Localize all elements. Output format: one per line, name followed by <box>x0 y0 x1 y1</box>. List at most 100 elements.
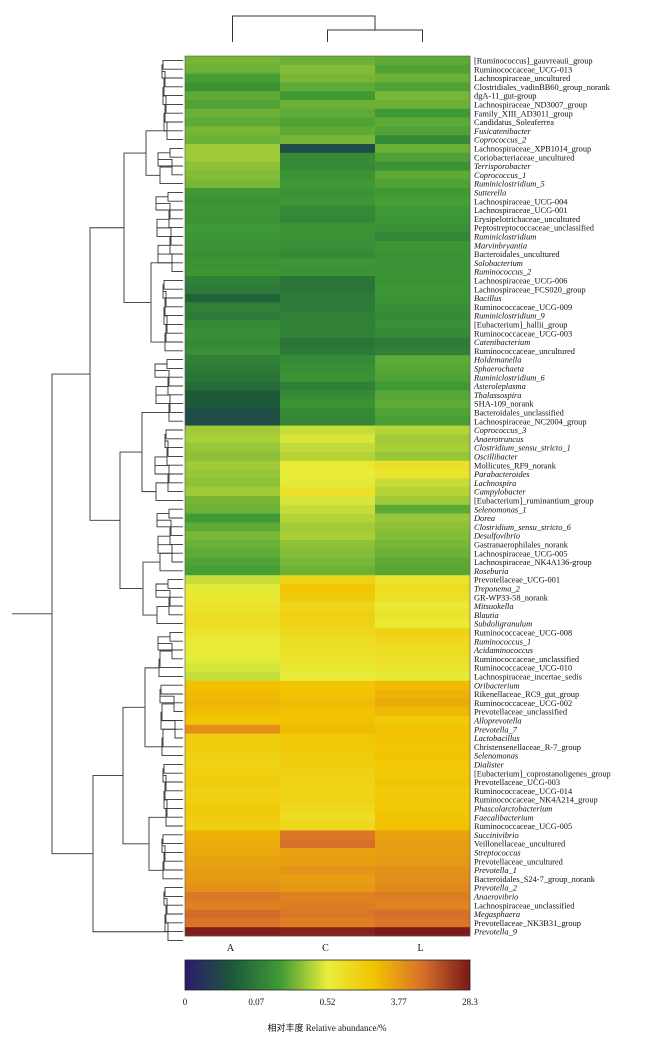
row-label: Selenomonas_1 <box>474 505 527 514</box>
heatmap-cell <box>375 610 471 620</box>
row-dendrogram-branch <box>164 782 183 801</box>
heatmap-cell <box>280 900 376 910</box>
heatmap-cell <box>375 777 471 787</box>
heatmap-cell <box>280 601 376 611</box>
heatmap-cell <box>375 311 471 321</box>
heatmap-cell <box>185 689 281 699</box>
heatmap-cell <box>280 56 376 66</box>
heatmap-cell <box>185 249 281 259</box>
heatmap-cell <box>375 654 471 664</box>
heatmap-cell <box>185 320 281 330</box>
heatmap-cell <box>185 848 281 858</box>
heatmap-cell <box>375 812 471 822</box>
row-label: Coprococcus_1 <box>474 171 526 180</box>
heatmap-cell <box>375 196 471 206</box>
heatmap-cell <box>185 760 281 770</box>
heatmap-cell <box>185 733 281 743</box>
heatmap-cell <box>185 795 281 805</box>
row-label: Catenibacterium <box>474 338 530 347</box>
heatmap-cell <box>280 768 376 778</box>
heatmap-cell <box>280 82 376 92</box>
row-label: Blautia <box>474 611 499 620</box>
heatmap-cell <box>185 346 281 356</box>
heatmap-cell <box>185 408 281 418</box>
row-dendrogram-branch <box>166 448 183 466</box>
heatmap-cell <box>185 654 281 664</box>
heatmap-cell <box>375 865 471 875</box>
heatmap-cell <box>185 531 281 541</box>
row-label: Treponema_2 <box>474 584 520 593</box>
heatmap-cell <box>280 293 376 303</box>
heatmap-cell <box>185 434 281 444</box>
heatmap-cell <box>280 478 376 488</box>
column-dendrogram <box>232 15 423 42</box>
row-label: Clostridium_sensu_stricto_6 <box>474 523 572 532</box>
heatmap-cell <box>185 302 281 312</box>
heatmap-cell <box>280 698 376 708</box>
heatmap-cell <box>375 760 471 770</box>
row-dendrogram-branch <box>162 845 183 862</box>
heatmap-cell <box>375 584 471 594</box>
heatmap-cell <box>375 100 471 110</box>
heatmap-cell <box>375 82 471 92</box>
row-label: Bacteroidales_uncultured <box>474 250 560 259</box>
heatmap-cell <box>375 680 471 690</box>
heatmap-cell <box>375 716 471 726</box>
heatmap-cell <box>185 874 281 884</box>
heatmap-cell <box>280 680 376 690</box>
row-label: Family_XIII_AD3011_group <box>474 109 573 118</box>
heatmap-cell <box>375 152 471 162</box>
row-label: Marvinbryantia <box>473 241 527 250</box>
heatmap-cell <box>185 108 281 118</box>
heatmap-cell <box>375 522 471 532</box>
heatmap-cell <box>280 91 376 101</box>
heatmap-cell <box>280 610 376 620</box>
heatmap-cell <box>375 804 471 814</box>
row-label: Lachnospiraceae_unclassified <box>474 901 575 910</box>
heatmap-cell <box>375 284 471 294</box>
column-label: A <box>227 943 235 954</box>
row-label: Prevotellaceae_UCG-003 <box>474 778 560 787</box>
heatmap-cell <box>185 152 281 162</box>
heatmap-cell <box>185 698 281 708</box>
heatmap-cell <box>375 874 471 884</box>
heatmap-cell <box>280 214 376 224</box>
heatmap-cell <box>185 680 281 690</box>
heatmap-cell <box>185 328 281 338</box>
row-label: Ruminococcaceae_UCG-008 <box>474 628 572 637</box>
heatmap-cell <box>185 82 281 92</box>
heatmap-cell <box>280 161 376 171</box>
heatmap-cell <box>280 927 376 937</box>
heatmap-cell <box>375 786 471 796</box>
row-label: Ruminococcus_2 <box>473 268 531 277</box>
heatmap-cell <box>185 900 281 910</box>
heatmap-cell <box>375 724 471 734</box>
heatmap-cell <box>280 566 376 576</box>
row-label: Alloprevotella <box>473 716 522 725</box>
row-label: Lachnospiraceae_UCG-001 <box>474 206 567 215</box>
heatmap-cell <box>375 214 471 224</box>
row-dendrogram-branch <box>163 853 183 871</box>
heatmap-cell <box>185 416 281 426</box>
heatmap-cell <box>280 540 376 550</box>
row-dendrogram-branch <box>168 508 183 519</box>
row-label: Subdoligranulum <box>474 620 532 629</box>
heatmap-cell <box>375 276 471 286</box>
row-label: Ruminococcaceae_NK4A214_group <box>474 796 598 805</box>
heatmap-cell <box>280 284 376 294</box>
heatmap-cell <box>280 548 376 558</box>
heatmap-cell <box>185 381 281 391</box>
heatmap-cell <box>375 91 471 101</box>
heatmap-cell <box>375 909 471 919</box>
heatmap-cell <box>375 179 471 189</box>
heatmap-cell <box>185 364 281 374</box>
heatmap-cell <box>185 839 281 849</box>
heatmap-cell <box>375 663 471 673</box>
heatmap-cell <box>375 856 471 866</box>
heatmap-cell <box>280 795 376 805</box>
heatmap-cell <box>375 645 471 655</box>
row-dendrogram-branch <box>89 227 124 521</box>
heatmap-cell <box>375 848 471 858</box>
